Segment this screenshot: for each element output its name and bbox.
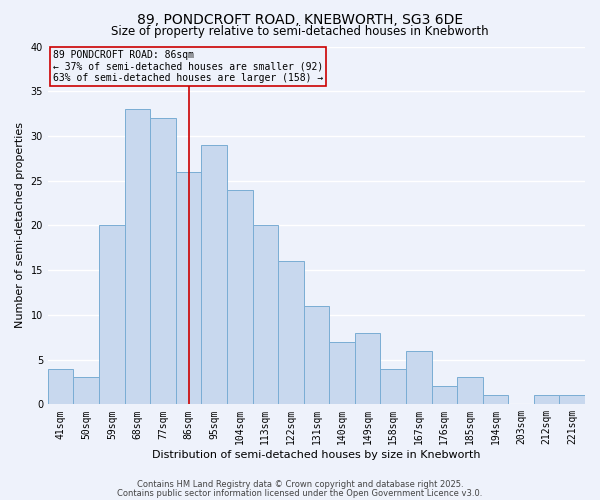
- Bar: [176, 172, 202, 404]
- Bar: [482, 396, 508, 404]
- Bar: [534, 396, 559, 404]
- Text: Contains public sector information licensed under the Open Government Licence v3: Contains public sector information licen…: [118, 488, 482, 498]
- X-axis label: Distribution of semi-detached houses by size in Knebworth: Distribution of semi-detached houses by …: [152, 450, 481, 460]
- Y-axis label: Number of semi-detached properties: Number of semi-detached properties: [15, 122, 25, 328]
- Bar: [304, 306, 329, 404]
- Bar: [329, 342, 355, 404]
- Text: Size of property relative to semi-detached houses in Knebworth: Size of property relative to semi-detach…: [111, 25, 489, 38]
- Bar: [99, 226, 125, 404]
- Bar: [253, 226, 278, 404]
- Bar: [355, 333, 380, 404]
- Text: Contains HM Land Registry data © Crown copyright and database right 2025.: Contains HM Land Registry data © Crown c…: [137, 480, 463, 489]
- Bar: [380, 368, 406, 404]
- Bar: [48, 368, 73, 404]
- Bar: [278, 261, 304, 404]
- Bar: [202, 145, 227, 405]
- Text: 89 PONDCROFT ROAD: 86sqm
← 37% of semi-detached houses are smaller (92)
63% of s: 89 PONDCROFT ROAD: 86sqm ← 37% of semi-d…: [53, 50, 323, 84]
- Bar: [457, 378, 482, 404]
- Bar: [431, 386, 457, 404]
- Bar: [227, 190, 253, 404]
- Bar: [73, 378, 99, 404]
- Text: 89, PONDCROFT ROAD, KNEBWORTH, SG3 6DE: 89, PONDCROFT ROAD, KNEBWORTH, SG3 6DE: [137, 12, 463, 26]
- Bar: [150, 118, 176, 405]
- Bar: [559, 396, 585, 404]
- Bar: [406, 350, 431, 405]
- Bar: [125, 109, 150, 405]
